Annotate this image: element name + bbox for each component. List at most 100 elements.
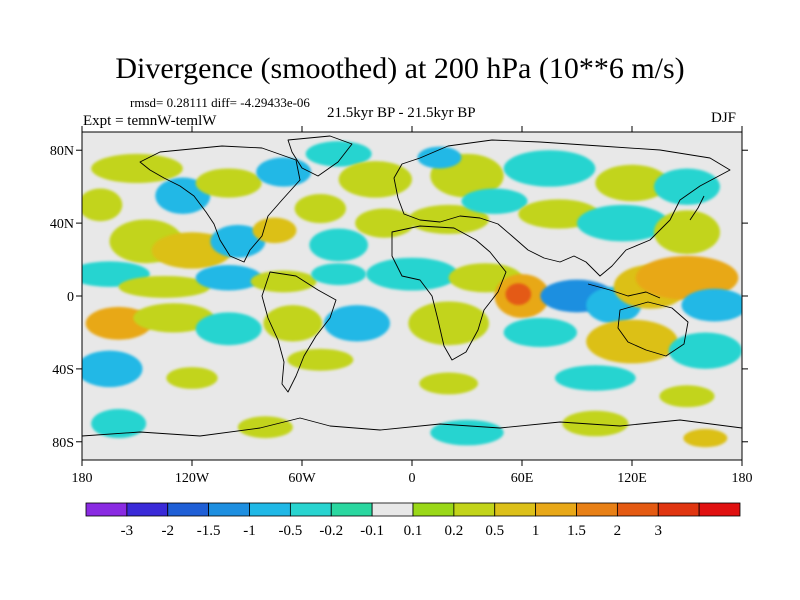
field-region — [324, 305, 390, 342]
colorbar-swatch — [535, 502, 577, 517]
field-region — [461, 188, 528, 214]
field-region — [659, 385, 715, 408]
lat-tick-label: 80S — [52, 436, 74, 451]
colorbar-swatch — [616, 502, 659, 517]
field-region — [503, 317, 577, 348]
stats-label: rmsd= 0.28111 diff= -4.29433e-06 — [130, 95, 310, 110]
experiment-label: Expt = temnW-temlW — [83, 113, 217, 129]
field-region — [294, 193, 347, 224]
coastline-greenland — [287, 135, 353, 177]
field-region — [503, 150, 596, 187]
colorbar-label: -3 — [121, 523, 134, 539]
field-region — [195, 168, 262, 198]
field-region — [505, 283, 532, 306]
colorbar-swatch — [494, 502, 537, 517]
colorbar-swatch — [126, 502, 169, 517]
colorbar-label: 3 — [655, 523, 663, 539]
colorbar-label: 1.5 — [567, 523, 586, 539]
field-region — [252, 217, 297, 244]
lat-tick-label: 40S — [52, 363, 74, 378]
field-region — [91, 408, 147, 439]
field-region — [586, 319, 678, 364]
lon-tick-label: 60W — [288, 471, 316, 486]
field-region — [681, 288, 742, 322]
lon-tick-label: 120E — [617, 471, 647, 486]
colorbar-label: -1.5 — [197, 523, 221, 539]
coastline-south-america — [261, 271, 337, 393]
field-region — [256, 157, 312, 187]
colorbar-swatch — [208, 502, 250, 517]
page-title: Divergence (smoothed) at 200 hPa (10**6 … — [115, 52, 685, 85]
coastline-antarctica — [82, 417, 742, 437]
coastline-indonesia — [587, 283, 661, 299]
colorbar-swatch — [289, 502, 332, 517]
field-region — [91, 153, 183, 184]
field-region — [210, 224, 266, 258]
field-region — [250, 270, 317, 293]
colorbar-swatch — [249, 502, 291, 517]
field-region — [287, 348, 354, 371]
lon-tick-label: 0 — [409, 471, 416, 486]
field-region — [683, 429, 728, 448]
lon-tick-label: 60E — [511, 471, 534, 486]
field-region — [430, 419, 504, 446]
lat-tick-label: 40N — [50, 217, 74, 232]
field-region — [237, 416, 293, 439]
colorbar-label: 0.2 — [445, 523, 464, 539]
field-region — [311, 263, 367, 286]
colorbar-swatch — [167, 502, 210, 517]
coastline-north-america — [139, 145, 301, 263]
colorbar-swatch — [453, 502, 496, 517]
colorbar-swatch — [85, 502, 128, 517]
lat-tick-label: 0 — [67, 290, 74, 305]
field-region — [562, 410, 629, 437]
coastline-eurasia — [393, 139, 731, 277]
colorbar-swatch — [576, 502, 618, 517]
field-region — [118, 275, 211, 298]
field-region — [366, 257, 458, 291]
colorbar-label: -0.1 — [360, 523, 384, 539]
lon-tick-label: 120W — [175, 471, 210, 486]
axis-ticks: 80N 40N 0 40S 80S 180 120W 60W 0 60E 120E 180 — [50, 126, 753, 486]
colorbar-label: -1 — [243, 523, 256, 539]
colorbar-label: -0.5 — [279, 523, 303, 539]
colorbar-swatch — [412, 502, 455, 517]
field-region — [82, 188, 123, 222]
colorbar: -3 -2 -1.5 -1 -0.5 -0.2 -0.1 0.1 0.2 0.5 1 1.5 2 3 — [85, 502, 741, 539]
field-region — [263, 305, 323, 342]
coastline-africa — [391, 225, 507, 361]
coastline-layer — [82, 135, 742, 437]
field-region — [82, 350, 143, 388]
colorbar-swatch — [371, 502, 414, 517]
field-region — [166, 367, 218, 389]
field-region — [595, 164, 669, 202]
colorbar-label: 0.5 — [485, 523, 504, 539]
field-region — [195, 312, 262, 346]
field-region — [309, 228, 368, 262]
field-region — [355, 208, 414, 238]
colorbar-label: 2 — [614, 523, 622, 539]
lat-tick-label: 80N — [50, 144, 74, 159]
field-region — [195, 265, 262, 291]
season-label: DJF — [711, 110, 737, 126]
field-region — [408, 301, 489, 346]
field-region — [635, 255, 739, 300]
field-layer — [82, 141, 742, 448]
field-region — [155, 177, 211, 214]
colorbar-label: 1 — [532, 523, 540, 539]
colorbar-swatch — [657, 502, 700, 517]
colorbar-label: -2 — [162, 523, 175, 539]
coastline-australia — [617, 301, 689, 357]
colorbar-label: 0.1 — [404, 523, 423, 539]
field-region — [555, 365, 636, 391]
period-label: 21.5kyr BP - 21.5kyr BP — [327, 105, 476, 121]
lon-tick-label: 180 — [732, 471, 753, 486]
field-region — [654, 168, 720, 205]
field-region — [305, 141, 372, 167]
field-region — [654, 210, 720, 255]
field-region — [417, 146, 462, 169]
field-region — [133, 303, 214, 333]
field-region — [419, 372, 478, 395]
colorbar-label: -0.2 — [319, 523, 343, 539]
